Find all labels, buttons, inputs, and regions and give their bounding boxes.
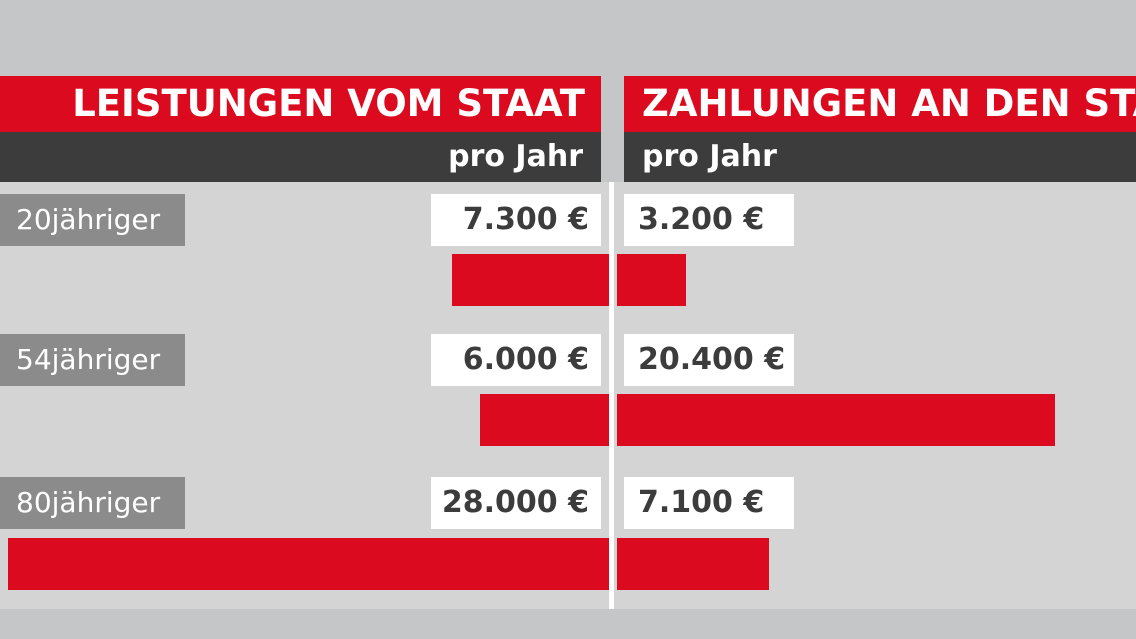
bottom-strip xyxy=(0,609,1136,639)
right-title: ZAHLUNGEN AN DEN STAAT xyxy=(624,76,1136,132)
category-label: 20jähriger xyxy=(0,194,185,246)
left-value-label: 28.000 € xyxy=(431,477,601,529)
right-bar xyxy=(617,394,1055,446)
left-bar xyxy=(8,538,609,590)
category-label: 54jähriger xyxy=(0,334,185,386)
right-bar xyxy=(617,538,769,590)
right-value-label: 7.100 € xyxy=(624,477,794,529)
right-bar xyxy=(617,254,686,306)
left-value-label: 7.300 € xyxy=(431,194,601,246)
right-value-label: 20.400 € xyxy=(624,334,794,386)
left-bar xyxy=(480,394,609,446)
left-title: LEISTUNGEN VOM STAAT xyxy=(0,76,601,132)
left-bar xyxy=(452,254,609,306)
right-value-label: 3.200 € xyxy=(624,194,794,246)
left-value-label: 6.000 € xyxy=(431,334,601,386)
left-subtitle: pro Jahr xyxy=(0,132,601,182)
center-axis xyxy=(609,182,614,609)
category-label: 80jähriger xyxy=(0,477,185,529)
right-subtitle: pro Jahr xyxy=(624,132,1136,182)
